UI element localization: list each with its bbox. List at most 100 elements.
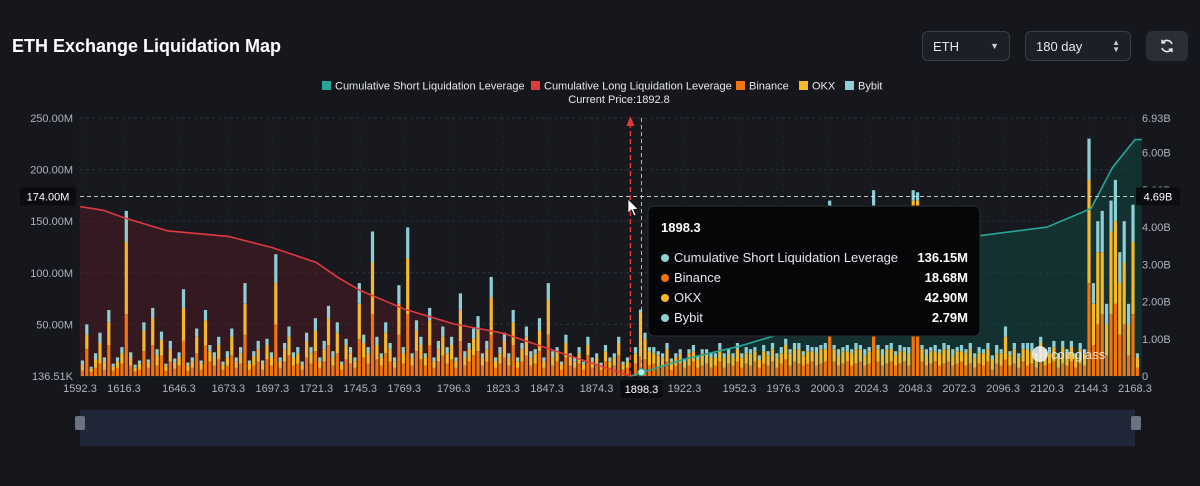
bar-bybit — [1008, 351, 1012, 356]
bar-binance — [889, 361, 893, 376]
bar-okx — [981, 353, 986, 366]
bar-binance — [98, 363, 102, 376]
bar-bybit — [507, 353, 511, 358]
bar-okx — [195, 336, 199, 354]
bar-bybit — [1069, 340, 1073, 348]
x-tick: 2048.3 — [898, 383, 932, 395]
bar-okx — [973, 357, 977, 368]
bar-okx — [476, 330, 480, 352]
bar-okx — [98, 343, 102, 364]
bar-okx — [375, 345, 379, 360]
bar-binance — [968, 363, 972, 376]
bar-bybit — [225, 351, 229, 358]
bar-bybit — [1091, 283, 1095, 304]
bar-bybit — [137, 360, 142, 364]
bar-bybit — [199, 360, 203, 364]
bar-okx — [225, 357, 229, 366]
bar-binance — [633, 363, 638, 376]
legend-label: Binance — [749, 81, 789, 93]
bar-bybit — [806, 345, 810, 352]
bar-binance — [375, 359, 379, 376]
zoom-handle-right[interactable] — [1131, 416, 1141, 430]
bar-bybit — [581, 361, 586, 365]
bar-binance — [362, 357, 366, 376]
bar-binance — [828, 324, 832, 376]
bar-okx — [80, 364, 84, 371]
bar-bybit — [120, 347, 124, 354]
bar-binance — [291, 365, 295, 376]
bar-okx — [625, 361, 630, 368]
bar-okx — [441, 336, 445, 356]
bar-binance — [1113, 303, 1117, 376]
bar-okx — [727, 353, 731, 364]
bar-okx — [1025, 349, 1030, 366]
bar-bybit — [432, 357, 436, 362]
bar-okx — [401, 353, 405, 364]
bar-okx — [89, 368, 93, 372]
bar-bybit — [98, 332, 102, 343]
zoom-handle-left[interactable] — [75, 416, 85, 430]
bar-okx — [494, 361, 498, 368]
x-tick: 1646.3 — [162, 383, 196, 395]
bar-bybit — [863, 349, 867, 356]
zoom-slider-track[interactable] — [80, 410, 1135, 446]
zoom-slider[interactable] — [75, 410, 1141, 446]
bar-binance — [705, 363, 709, 376]
bar-bybit — [713, 353, 717, 358]
bar-binance — [559, 369, 564, 376]
bar-bybit — [322, 340, 326, 350]
coinglass-logo-icon — [1032, 346, 1048, 362]
refresh-button[interactable] — [1146, 31, 1188, 61]
bar-binance — [1096, 324, 1100, 376]
bar-okx — [542, 361, 546, 368]
bar-okx — [507, 357, 511, 366]
y-right-tick: 4.00B — [1142, 222, 1171, 234]
bar-bybit — [850, 349, 854, 354]
bar-binance — [823, 361, 827, 376]
bar-okx — [1030, 351, 1034, 364]
bar-okx — [85, 334, 89, 350]
bar-okx — [1096, 252, 1100, 325]
bar-okx — [1113, 221, 1117, 304]
bar-bybit — [1021, 343, 1025, 350]
bar-binance — [770, 361, 775, 376]
chart-legend: Cumulative Short Liquidation Leverage Cum… — [322, 81, 882, 93]
bar-okx — [318, 361, 322, 368]
symbol-select[interactable]: ETH ▼ — [922, 31, 1010, 61]
bar-binance — [410, 365, 414, 376]
bar-okx — [221, 364, 225, 370]
bar-okx — [643, 338, 647, 360]
bar-bybit — [208, 345, 212, 352]
bar-okx — [810, 351, 814, 362]
x-tick: 2144.3 — [1074, 383, 1108, 395]
bar-binance — [406, 314, 410, 376]
bar-okx — [436, 349, 440, 362]
range-select[interactable]: 180 day ▲ ▼ — [1025, 31, 1131, 61]
bar-binance — [502, 357, 506, 376]
bar-bybit — [511, 310, 515, 323]
bar-okx — [432, 361, 436, 368]
bar-okx — [480, 357, 484, 366]
bar-binance — [186, 370, 190, 376]
bar-okx — [854, 349, 858, 364]
bar-binance — [133, 371, 137, 376]
bar-okx — [968, 349, 972, 364]
bar-binance — [533, 363, 537, 376]
bar-bybit — [388, 343, 392, 350]
bar-bybit — [524, 326, 528, 337]
bar-okx — [683, 361, 687, 368]
bar-okx — [797, 349, 801, 364]
bar-binance — [85, 349, 89, 376]
bar-binance — [305, 357, 309, 376]
bar-bybit — [678, 349, 682, 354]
bar-okx — [115, 361, 120, 368]
bar-bybit — [902, 347, 906, 352]
bar-okx — [450, 345, 454, 360]
bar-binance — [577, 363, 581, 376]
bar-okx — [489, 297, 493, 335]
bar-okx — [159, 339, 164, 356]
bar-bybit — [819, 345, 823, 350]
bar-bybit — [669, 358, 673, 362]
